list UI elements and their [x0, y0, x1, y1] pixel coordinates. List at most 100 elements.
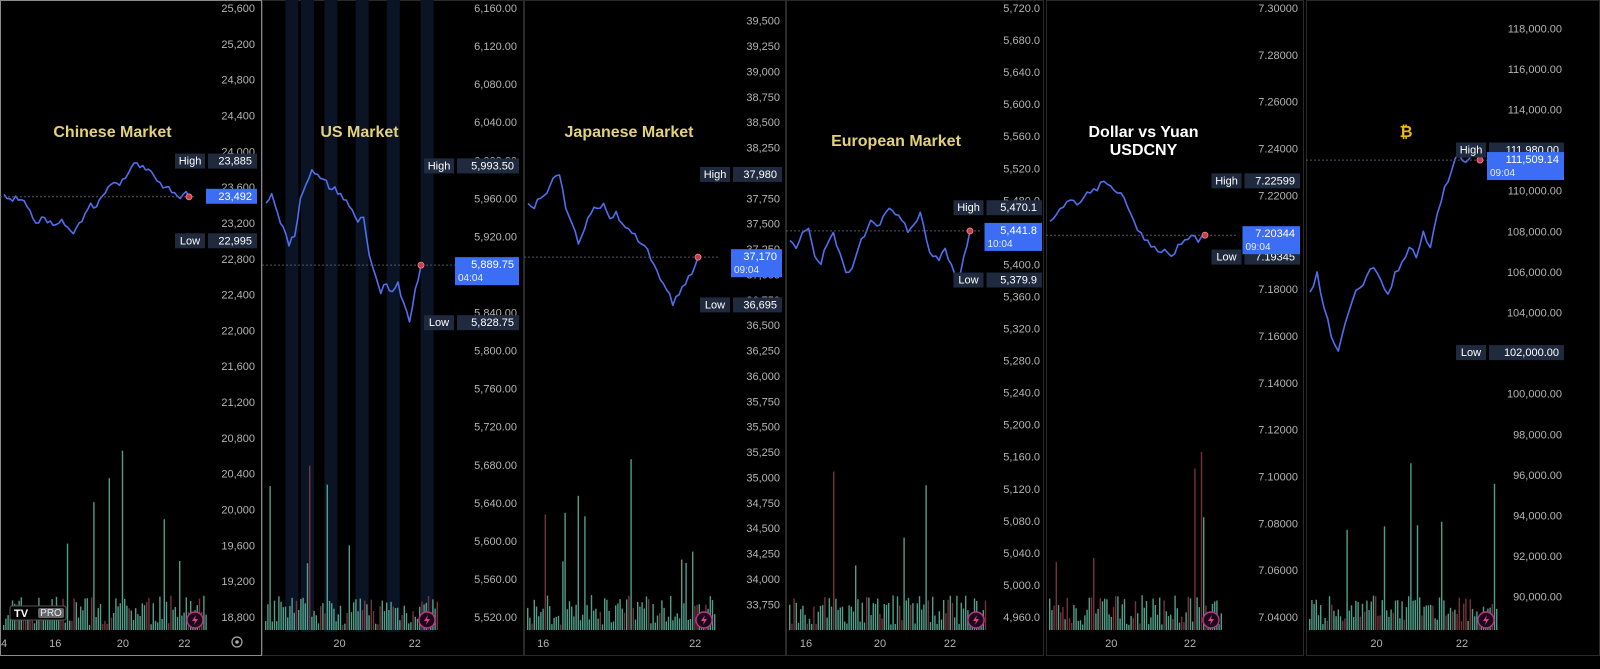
y-tick-label: 39,500	[746, 16, 780, 28]
volume-bar	[80, 606, 82, 630]
y-tick-label: 5,240.0	[1003, 388, 1040, 400]
x-tick-label: 22	[1184, 638, 1196, 650]
volume-bar	[949, 595, 951, 630]
price-line	[789, 207, 971, 282]
y-tick-label: 100,000.00	[1507, 389, 1562, 401]
low-badge-value: 102,000.00	[1504, 347, 1559, 359]
lightning-glyph	[1483, 615, 1489, 625]
volume-bar	[1220, 613, 1222, 630]
volume-bar	[848, 605, 850, 630]
y-tick-label: 19,200	[221, 576, 255, 588]
y-tick-label: 98,000.00	[1513, 429, 1562, 441]
volume-bar	[1368, 610, 1370, 630]
volume-bar	[335, 621, 337, 630]
last-price-marker	[966, 227, 974, 235]
volume-bar	[1379, 615, 1381, 630]
volume-bar	[300, 599, 302, 630]
volume-bar	[709, 596, 711, 630]
volume-bar	[121, 450, 124, 630]
volume-bar	[1176, 608, 1178, 630]
y-tick-label: 22,800	[221, 254, 255, 266]
volume-bar	[311, 616, 313, 630]
volume-bar	[553, 617, 555, 630]
volume-bar	[907, 597, 910, 630]
volume-bar	[1471, 608, 1474, 630]
volume-bar	[1445, 615, 1447, 630]
volume-bar	[366, 604, 368, 630]
volume-bar	[1115, 596, 1117, 630]
volume-bar	[546, 595, 549, 630]
volume-bar	[1335, 616, 1337, 630]
volume-bar	[672, 620, 674, 630]
volume-bar	[412, 611, 414, 630]
volume-bar	[1082, 624, 1084, 630]
volume-bar	[802, 605, 804, 630]
volume-bar	[861, 602, 863, 630]
volume-bar	[670, 595, 672, 630]
volume-bar	[1377, 615, 1379, 630]
volume-bar	[584, 516, 586, 630]
volume-bar	[183, 612, 185, 630]
price-line	[265, 169, 422, 323]
y-tick-label: 5,800.00	[474, 346, 517, 358]
y-tick-label: 7.08000	[1258, 518, 1298, 530]
settings-gear-center	[235, 640, 239, 644]
volume-bar	[280, 601, 282, 630]
volume-bar	[872, 603, 874, 630]
y-tick-label: 35,500	[746, 422, 780, 434]
volume-bar	[958, 623, 960, 630]
volume-bar	[1053, 605, 1055, 630]
low-badge-tag-label: Low	[1216, 252, 1236, 264]
lightning-glyph	[192, 615, 198, 625]
y-tick-label: 37,500	[746, 219, 780, 231]
volume-bar	[1167, 616, 1170, 630]
volume-bar	[126, 605, 128, 630]
volume-bar	[5, 618, 7, 630]
volume-bar	[108, 478, 110, 630]
y-tick-label: 25,600	[221, 3, 255, 15]
lightning-glyph	[1208, 615, 1214, 625]
volume-bar	[1315, 599, 1317, 630]
volume-bar	[1128, 624, 1130, 630]
high-badge-value-box	[1244, 173, 1300, 189]
volume-bar	[714, 614, 716, 630]
volume-bar	[1090, 597, 1093, 630]
volume-bar	[604, 598, 606, 630]
volume-bar	[1326, 620, 1328, 630]
volume-bar	[901, 620, 903, 630]
volume-bar	[634, 619, 637, 630]
settings-gear-icon[interactable]	[231, 636, 243, 648]
volume-bar	[1060, 612, 1062, 630]
volume-bar	[852, 611, 855, 630]
volume-bar	[681, 559, 683, 630]
y-tick-label: 23,200	[221, 218, 255, 230]
volume-bar	[205, 614, 207, 630]
volume-bar	[1434, 618, 1436, 630]
y-tick-label: 25,200	[221, 39, 255, 51]
tradingview-logo[interactable]: TV PRO	[9, 605, 67, 621]
volume-bar	[962, 608, 965, 630]
volume-bar	[1375, 596, 1377, 630]
volume-bar	[1452, 611, 1454, 630]
high-badge-value: 5,470.1	[1000, 202, 1037, 214]
y-tick-label: 22,400	[221, 290, 255, 302]
volume-bar	[835, 598, 837, 630]
volume-bar	[1390, 609, 1392, 630]
volume-bar	[386, 602, 388, 630]
volume-bar	[1066, 597, 1068, 630]
last-price-value: 23,492	[218, 191, 252, 203]
price-line	[527, 174, 699, 307]
volume-bar	[1337, 609, 1339, 630]
volume-bar	[383, 611, 386, 630]
volume-bar	[1366, 600, 1368, 630]
volume-bar	[1317, 615, 1320, 630]
y-tick-label: 5,720.00	[474, 422, 517, 434]
volume-bar	[161, 618, 163, 630]
volume-bar	[641, 602, 643, 630]
volume-bar	[692, 551, 694, 630]
y-tick-label: 5,040.0	[1003, 548, 1040, 560]
volume-bar	[203, 595, 205, 630]
volume-bar	[320, 606, 322, 630]
volume-bar	[1401, 601, 1403, 630]
